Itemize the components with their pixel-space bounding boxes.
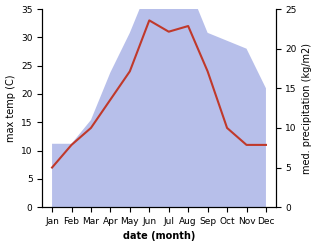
X-axis label: date (month): date (month) (123, 231, 195, 242)
Y-axis label: max temp (C): max temp (C) (5, 74, 16, 142)
Y-axis label: med. precipitation (kg/m2): med. precipitation (kg/m2) (302, 43, 313, 174)
